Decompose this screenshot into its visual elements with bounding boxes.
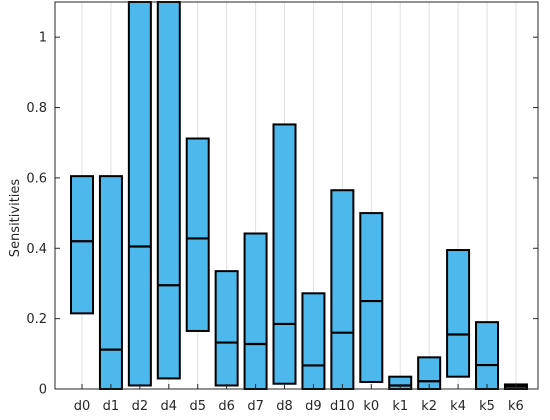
bar-d9 xyxy=(301,292,326,390)
bar-d2 xyxy=(127,1,152,387)
bar-k4 xyxy=(446,249,471,378)
x-tick-label-d6: d6 xyxy=(218,399,235,414)
bar-d10 xyxy=(330,189,355,390)
x-tick-label-k2: k2 xyxy=(421,399,437,414)
x-tick-label-k4: k4 xyxy=(450,399,466,414)
bar-d0 xyxy=(70,175,94,315)
y-tick-label: 0.2 xyxy=(26,312,47,327)
x-tick-label-d2: d2 xyxy=(132,399,149,414)
label-layer: 0 0.2 0.4 0.6 0.8 1 d0 d1 d2 d4 d5 d6 d7 d8 d9 d10 k0 k1 k… xyxy=(26,31,524,414)
x-tick-label-k5: k5 xyxy=(479,399,495,414)
y-tick-label: 0.4 xyxy=(26,242,47,257)
bar-k5 xyxy=(475,321,500,390)
x-tick-label-d10: d10 xyxy=(330,399,355,414)
y-tick-label: 1 xyxy=(39,31,47,46)
x-tick-label-k1: k1 xyxy=(392,399,408,414)
bar-d6 xyxy=(214,270,239,387)
x-tick-label-d1: d1 xyxy=(103,399,120,414)
x-tick-label-d0: d0 xyxy=(74,399,91,414)
bar-d8 xyxy=(272,123,297,385)
x-tick-label-d9: d9 xyxy=(305,399,322,414)
x-tick-label-d7: d7 xyxy=(247,399,264,414)
y-tick-label: 0.6 xyxy=(26,171,47,186)
x-tick-label-d4: d4 xyxy=(161,399,178,414)
bar-d4 xyxy=(156,1,181,380)
x-tick-label-d5: d5 xyxy=(189,399,206,414)
bar-k0 xyxy=(359,212,384,383)
axes-layer xyxy=(54,1,539,390)
bar-d1 xyxy=(98,175,123,390)
x-tick-label-k0: k0 xyxy=(363,399,379,414)
bar-d7 xyxy=(243,232,268,390)
y-tick-label: 0 xyxy=(39,383,47,398)
x-tick-label-k6: k6 xyxy=(508,399,524,414)
y-tick-label: 0.8 xyxy=(26,101,47,116)
x-tick-label-d8: d8 xyxy=(276,399,293,414)
y-axis-title: Sensitivities xyxy=(8,179,23,258)
bar-d5 xyxy=(185,137,210,332)
